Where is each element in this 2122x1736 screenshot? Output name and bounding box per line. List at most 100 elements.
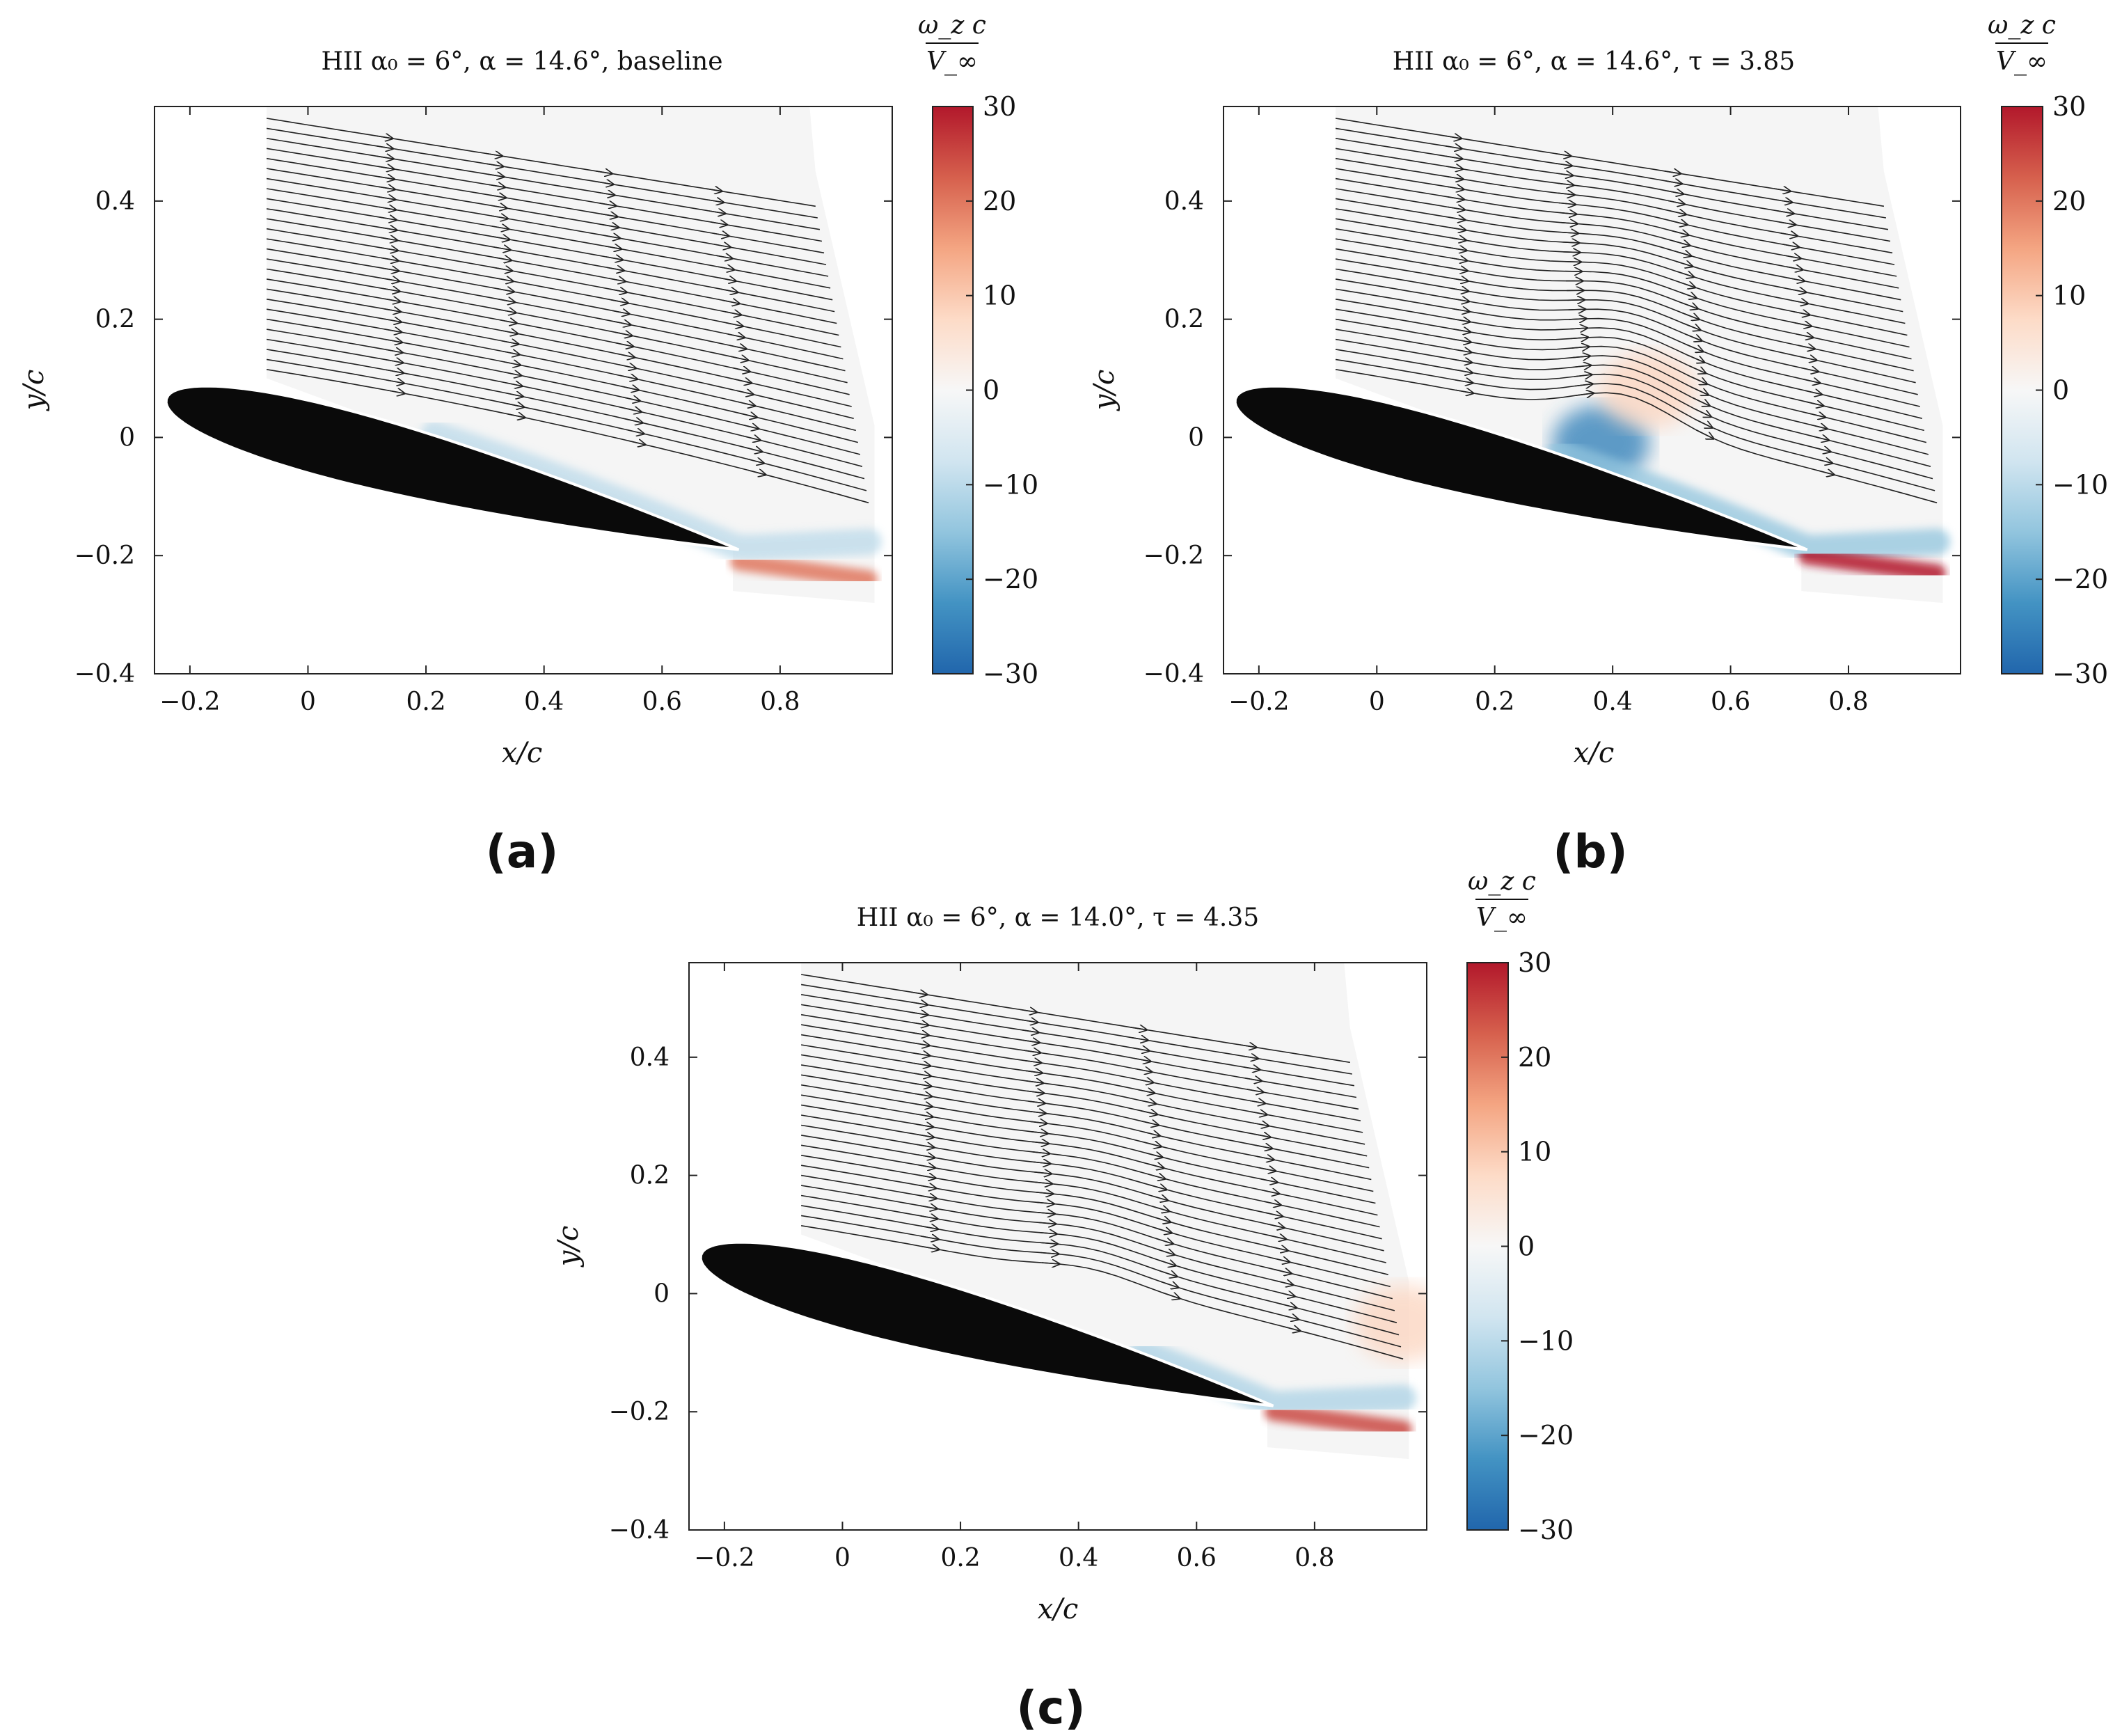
streamline-arrow	[917, 1144, 932, 1147]
streamline-arrow	[1784, 255, 1798, 258]
streamline-arrow	[619, 375, 635, 379]
streamline-arrow	[1025, 1071, 1040, 1073]
colorbar-tick-label: −30	[1518, 1515, 1574, 1545]
streamline-arrow	[1245, 1078, 1259, 1080]
streamline-arrow	[717, 267, 731, 269]
streamline-arrow	[502, 352, 517, 354]
streamline-arrow	[1455, 370, 1470, 372]
streamline-arrow	[607, 267, 621, 270]
streamline-arrow	[1810, 425, 1825, 428]
streamline-arrow	[504, 372, 518, 375]
streamline-arrow	[379, 207, 393, 209]
streamline	[266, 238, 841, 348]
streamline	[266, 299, 854, 419]
streamline-arrow	[1455, 390, 1471, 393]
streamline-arrow	[1669, 211, 1684, 214]
airfoil	[164, 384, 740, 551]
streamline-arrow	[1135, 1068, 1150, 1071]
streamline-arrow	[602, 225, 616, 227]
streamline-arrow	[599, 203, 614, 205]
streamline-arrow	[1032, 1152, 1047, 1153]
streamline-arrow	[1799, 356, 1814, 360]
streamline-arrow	[1258, 1168, 1274, 1171]
streamline-arrow	[1693, 408, 1709, 416]
colorbar-tick-label: −20	[983, 564, 1038, 594]
streamline-arrow	[1806, 402, 1821, 405]
colorbar-tick-label: 30	[1518, 947, 1551, 978]
streamline-arrow	[625, 419, 640, 423]
streamline-arrow	[1450, 278, 1466, 281]
streamline	[1335, 369, 1938, 504]
streamline	[800, 994, 1355, 1087]
plot-frame	[154, 106, 893, 674]
streamline-arrow	[1674, 251, 1688, 255]
streamline-arrow	[502, 362, 518, 365]
streamline-arrow	[1024, 1050, 1038, 1052]
streamline-arrow	[1138, 1090, 1152, 1093]
streamline-arrow	[377, 146, 390, 148]
streamline	[266, 168, 827, 265]
streamline	[800, 1013, 1359, 1110]
streamline	[1335, 308, 1924, 432]
streamline	[800, 1174, 1393, 1300]
streamline	[1335, 157, 1893, 254]
streamline-arrow	[726, 323, 741, 326]
streamline-arrow	[376, 136, 390, 138]
figure-label-c: (c)	[1016, 1681, 1086, 1735]
streamline-arrow	[1684, 333, 1700, 340]
streamline-arrow	[1774, 189, 1788, 191]
panel-c-title: HII α₀ = 6°, α = 14.0°, τ = 4.35	[857, 903, 1259, 932]
streamline	[266, 329, 861, 455]
x-tick-label: 0	[834, 1544, 850, 1572]
streamline-arrow	[1563, 252, 1577, 253]
streamline-arrow	[1798, 345, 1812, 348]
streamline	[266, 358, 867, 491]
streamlines	[266, 118, 869, 504]
streamline-arrow	[1689, 375, 1704, 384]
streamline-arrow	[1144, 1142, 1159, 1146]
streamline	[266, 338, 863, 467]
streamline-arrow	[720, 289, 735, 292]
streamline-arrow	[1132, 1048, 1147, 1051]
streamline-arrow	[1449, 237, 1464, 239]
streamline-arrow	[1675, 261, 1690, 265]
streamline-arrow	[619, 365, 633, 368]
streamline-arrow	[1021, 1020, 1036, 1022]
streamline-arrow	[1153, 1217, 1168, 1221]
panel-b-colorbar-label-num: ω_z c	[1988, 11, 2056, 40]
vorticity-field	[699, 963, 1427, 1460]
piv-region	[801, 963, 1409, 1460]
streamline-arrow	[1450, 268, 1465, 271]
streamline-arrow	[1575, 384, 1590, 386]
streamline-arrow	[1162, 1292, 1178, 1297]
streamline-arrow	[1561, 232, 1576, 233]
streamline-arrow	[386, 370, 401, 372]
streamline-arrow	[491, 216, 505, 218]
streamline-arrow	[1452, 299, 1466, 301]
x-tick-label: 0.4	[1593, 688, 1633, 716]
streamline-arrow	[739, 413, 754, 417]
streamline	[1335, 248, 1912, 360]
streamline-arrow	[598, 193, 612, 195]
streamlines	[800, 974, 1404, 1360]
streamline-arrow	[486, 164, 501, 166]
streamline-arrow	[745, 448, 759, 451]
x-tick-label: 0.8	[1294, 1544, 1334, 1572]
panel-a-xlabel: x/c	[502, 737, 542, 769]
streamline-arrow	[736, 390, 751, 394]
streamline-arrow	[1777, 211, 1791, 213]
streamline-arrow	[1687, 354, 1702, 361]
y-tick-label: 0.2	[1164, 306, 1204, 334]
streamline-arrow	[1811, 436, 1826, 439]
streamline	[266, 248, 844, 360]
streamline-arrow	[621, 386, 636, 390]
streamline-arrow	[491, 226, 506, 229]
y-tick-label: 0.2	[630, 1162, 670, 1190]
streamline-arrow	[1242, 1056, 1256, 1058]
colorbar-tick-label: 20	[983, 186, 1016, 216]
streamline-arrow	[498, 299, 513, 302]
streamline-arrow	[731, 356, 746, 360]
streamline	[800, 1034, 1363, 1133]
streamline-arrow	[1789, 289, 1803, 292]
x-tick-label: 0.8	[760, 688, 800, 716]
